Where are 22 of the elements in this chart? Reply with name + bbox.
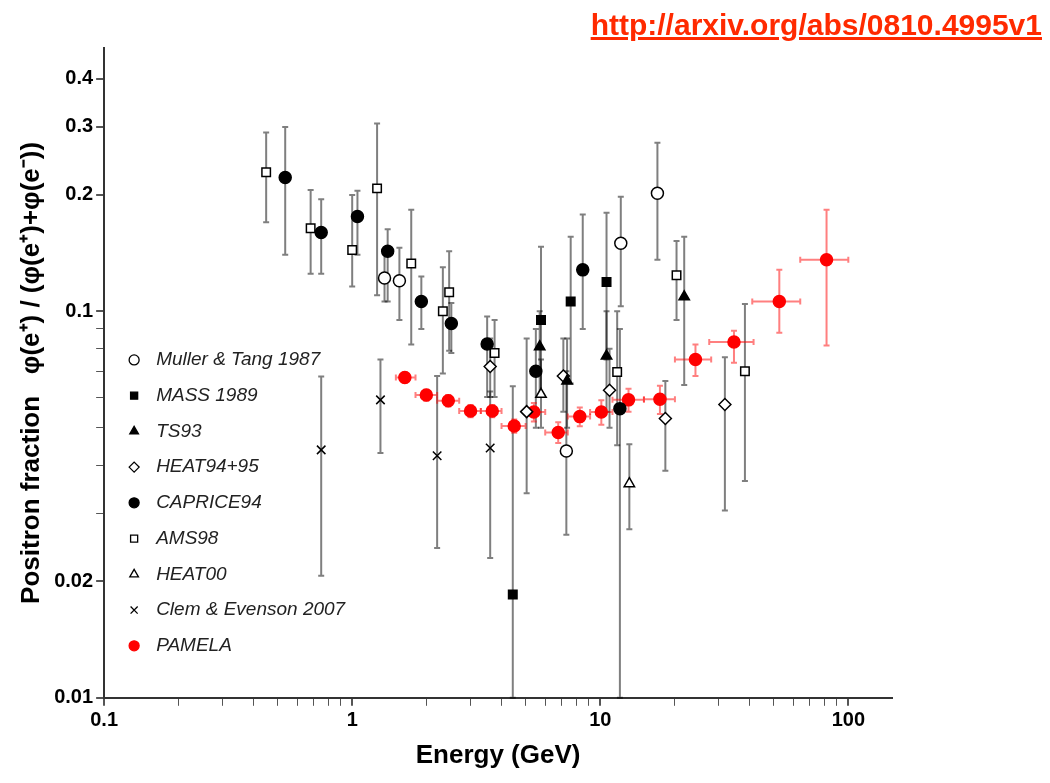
y-tick-label: 0.02	[54, 568, 94, 591]
legend-label: MASS 1989	[156, 383, 258, 405]
legend-label: Clem & Evenson 2007	[156, 598, 347, 620]
legend-label: HEAT00	[156, 562, 227, 584]
y-tick-label: 0.3	[65, 114, 94, 137]
text: http://arxiv.org/abs/0810.4995v1	[590, 8, 1042, 42]
x-axis-title: Energy (GeV)	[415, 738, 581, 769]
y-axis-title: Positron fraction φ(e⁺) / (φ(e⁺)+φ(e⁻))	[14, 141, 45, 604]
legend-label: Muller & Tang 1987	[156, 348, 322, 370]
legend-label: TS93	[156, 419, 202, 441]
x-tick-label: 0.1	[90, 708, 119, 731]
legend-label: AMS98	[155, 526, 219, 548]
y-tick-label: 0.2	[65, 182, 94, 205]
y-tick-label: 0.4	[65, 66, 94, 89]
y-tick-label: 0.1	[65, 298, 94, 321]
legend-label: PAMELA	[156, 634, 232, 656]
y-tick-label: 0.01	[54, 685, 94, 708]
x-tick-label: 100	[831, 708, 866, 731]
x-tick-label: 1	[346, 708, 358, 731]
x-tick-label: 10	[589, 708, 612, 731]
legend-label: CAPRICE94	[156, 491, 262, 513]
legend-label: HEAT94+95	[156, 455, 260, 477]
